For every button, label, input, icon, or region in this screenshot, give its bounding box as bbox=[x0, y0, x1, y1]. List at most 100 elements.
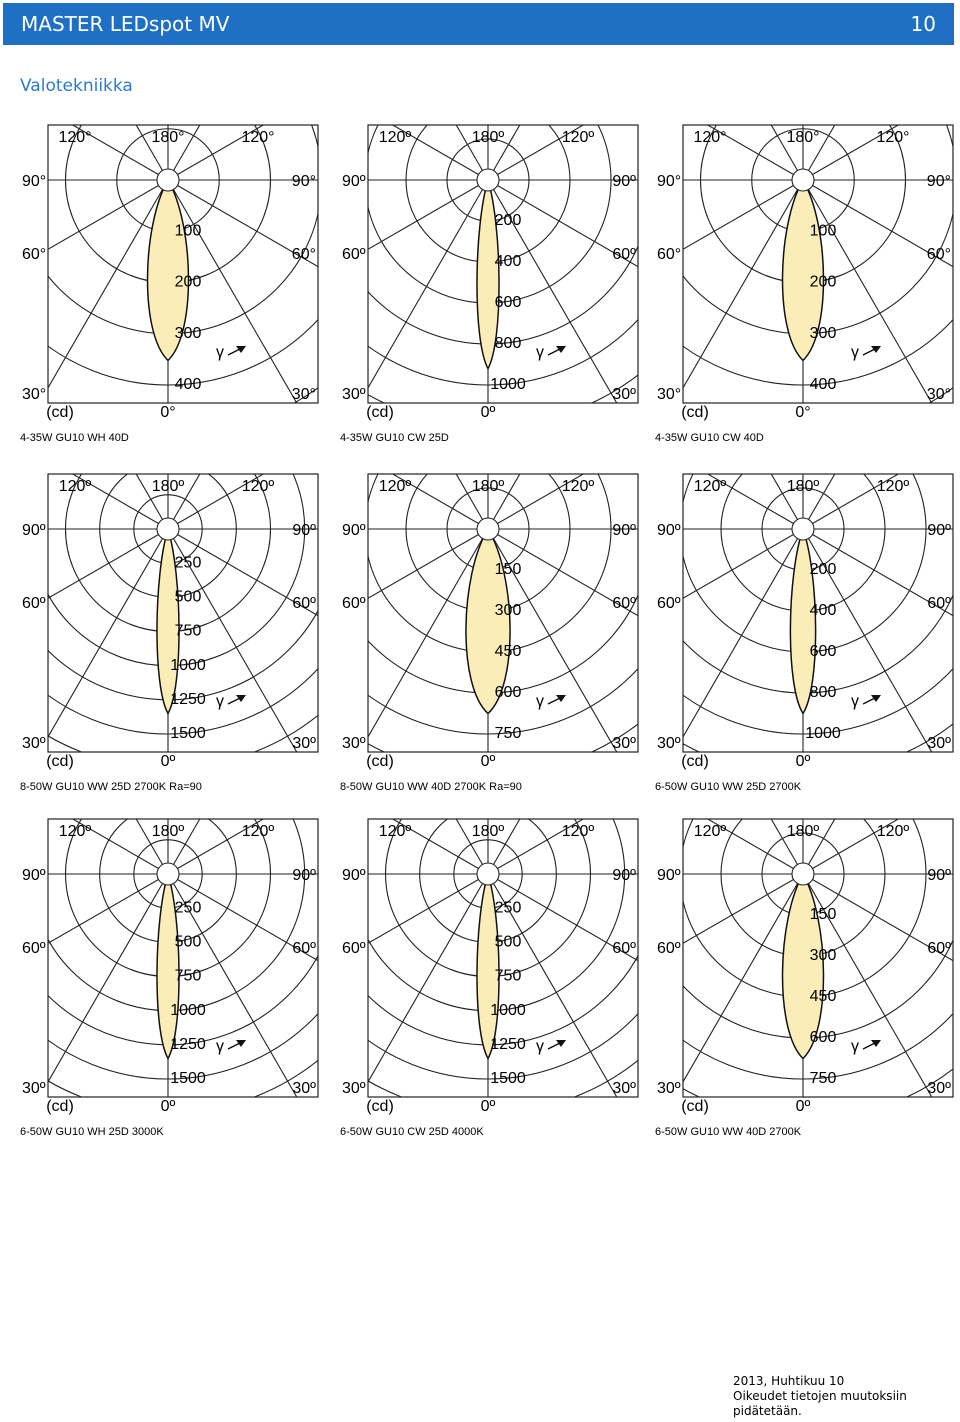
radial-line bbox=[706, 474, 804, 530]
angle-label: 120º bbox=[877, 478, 910, 495]
radial-line bbox=[802, 528, 933, 752]
angle-label: 180º bbox=[472, 129, 505, 146]
angle-label: 90º bbox=[342, 522, 366, 539]
radial-line bbox=[391, 125, 489, 181]
radial-line bbox=[487, 125, 585, 181]
radial-line bbox=[368, 528, 489, 738]
angle-label: 60º bbox=[612, 595, 636, 612]
angle-label: 30º bbox=[22, 735, 46, 752]
radial-line bbox=[802, 179, 933, 403]
unit-label: (cd) bbox=[46, 404, 74, 421]
ring-label: 1000 bbox=[805, 725, 841, 742]
footer-line: Oikeudet tietojen muutoksiin bbox=[733, 1389, 907, 1403]
angle-label: 60° bbox=[927, 246, 951, 263]
caption: 4-35W GU10 WH 40D bbox=[20, 432, 129, 444]
angle-label: 90º bbox=[292, 867, 316, 884]
source bbox=[791, 168, 815, 192]
section-title: Valotekniikka bbox=[20, 76, 133, 96]
source bbox=[476, 862, 500, 886]
radial-line bbox=[167, 125, 265, 181]
ring-label: 1500 bbox=[490, 1070, 526, 1087]
ring-label: 1500 bbox=[170, 1070, 206, 1087]
beam-lobe bbox=[781, 178, 825, 362]
radial-line bbox=[368, 873, 489, 1083]
unit-label: (cd) bbox=[46, 1098, 74, 1115]
gamma-arrowhead bbox=[236, 1040, 246, 1047]
angle-label: 90º bbox=[657, 522, 681, 539]
radial-line bbox=[48, 179, 169, 250]
angle-label: 30º bbox=[292, 735, 316, 752]
radial-line bbox=[167, 819, 265, 875]
footer: 2013, Huhtikuu 10 Oikeudet tietojen muut… bbox=[733, 1374, 907, 1419]
grid bbox=[368, 819, 638, 1097]
radial-line bbox=[135, 819, 169, 875]
radial-line bbox=[802, 125, 900, 181]
unit-label: (cd) bbox=[366, 404, 394, 421]
angle-label: 30º bbox=[657, 1080, 681, 1097]
ring-label: 250 bbox=[495, 899, 522, 916]
angle-label: 180° bbox=[786, 129, 819, 146]
radial-line bbox=[135, 125, 169, 181]
zero-label: 0º bbox=[161, 753, 176, 770]
frame bbox=[47, 818, 319, 1098]
frame bbox=[682, 818, 954, 1098]
radial-line bbox=[487, 873, 618, 1097]
grid bbox=[48, 819, 318, 1097]
angle-label: 90° bbox=[292, 173, 316, 190]
ring-label: 1500 bbox=[170, 725, 206, 742]
grid bbox=[368, 125, 638, 403]
frame bbox=[367, 818, 639, 1098]
zero-label: 0º bbox=[796, 1098, 811, 1115]
radial-line bbox=[487, 873, 638, 962]
ring-label: 100 bbox=[175, 222, 202, 239]
gamma-arrowhead bbox=[556, 695, 566, 702]
radial-line bbox=[48, 873, 169, 944]
angle-label: 90° bbox=[22, 173, 46, 190]
radial-line bbox=[770, 125, 804, 181]
angle-label: 30º bbox=[927, 735, 951, 752]
ring-label: 1250 bbox=[170, 691, 206, 708]
polar-diagram: 150 300 450 600 750 120º 180º 120º 90º 90º 60º 60º 3… bbox=[655, 818, 954, 1138]
ring-label: 750 bbox=[175, 623, 202, 640]
ring-label: 750 bbox=[810, 1070, 837, 1087]
angle-label: 120° bbox=[58, 129, 91, 146]
angle-label: 120º bbox=[59, 823, 92, 840]
ring-label: 600 bbox=[810, 643, 837, 660]
ring-label: 1000 bbox=[170, 1002, 206, 1019]
angle-label: 60º bbox=[292, 940, 316, 957]
radial-line bbox=[802, 179, 953, 268]
ring-label: 400 bbox=[810, 376, 837, 393]
ring-label: 150 bbox=[495, 561, 522, 578]
gamma-label: γ bbox=[536, 1038, 544, 1055]
unit-label: (cd) bbox=[366, 753, 394, 770]
ring-label: 750 bbox=[495, 725, 522, 742]
angle-label: 180º bbox=[152, 823, 185, 840]
grid bbox=[368, 474, 638, 752]
radial-line bbox=[706, 819, 804, 875]
ring-label: 100 bbox=[810, 222, 837, 239]
zero-label: 0º bbox=[796, 753, 811, 770]
angle-label: 120º bbox=[59, 478, 92, 495]
angle-label: 60º bbox=[657, 940, 681, 957]
angle-label: 180º bbox=[472, 478, 505, 495]
ring-label: 500 bbox=[175, 589, 202, 606]
grid bbox=[683, 125, 953, 403]
zero-label: 0º bbox=[481, 753, 496, 770]
angle-label: 30º bbox=[612, 735, 636, 752]
angle-label: 30º bbox=[657, 735, 681, 752]
ring-label: 150 bbox=[810, 906, 837, 923]
ring-label: 250 bbox=[175, 554, 202, 571]
source bbox=[476, 168, 500, 192]
angle-label: 120º bbox=[379, 478, 412, 495]
angle-label: 90º bbox=[927, 867, 951, 884]
angle-label: 60° bbox=[292, 246, 316, 263]
ring-label: 500 bbox=[175, 934, 202, 951]
zero-label: 0° bbox=[160, 404, 175, 421]
ring-label: 200 bbox=[810, 561, 837, 578]
polar-diagram: 200 400 600 800 1000 120º 180º 120º 90º 90º 60º 60º… bbox=[340, 124, 639, 444]
polar-diagram: 100 200 300 400 120° 180° 120° 90° 90° 60° 60° 30° 3… bbox=[20, 124, 319, 444]
ring-label: 1250 bbox=[170, 1036, 206, 1053]
radial-line bbox=[802, 873, 953, 962]
radial-line bbox=[48, 528, 169, 738]
ring-label: 300 bbox=[810, 325, 837, 342]
